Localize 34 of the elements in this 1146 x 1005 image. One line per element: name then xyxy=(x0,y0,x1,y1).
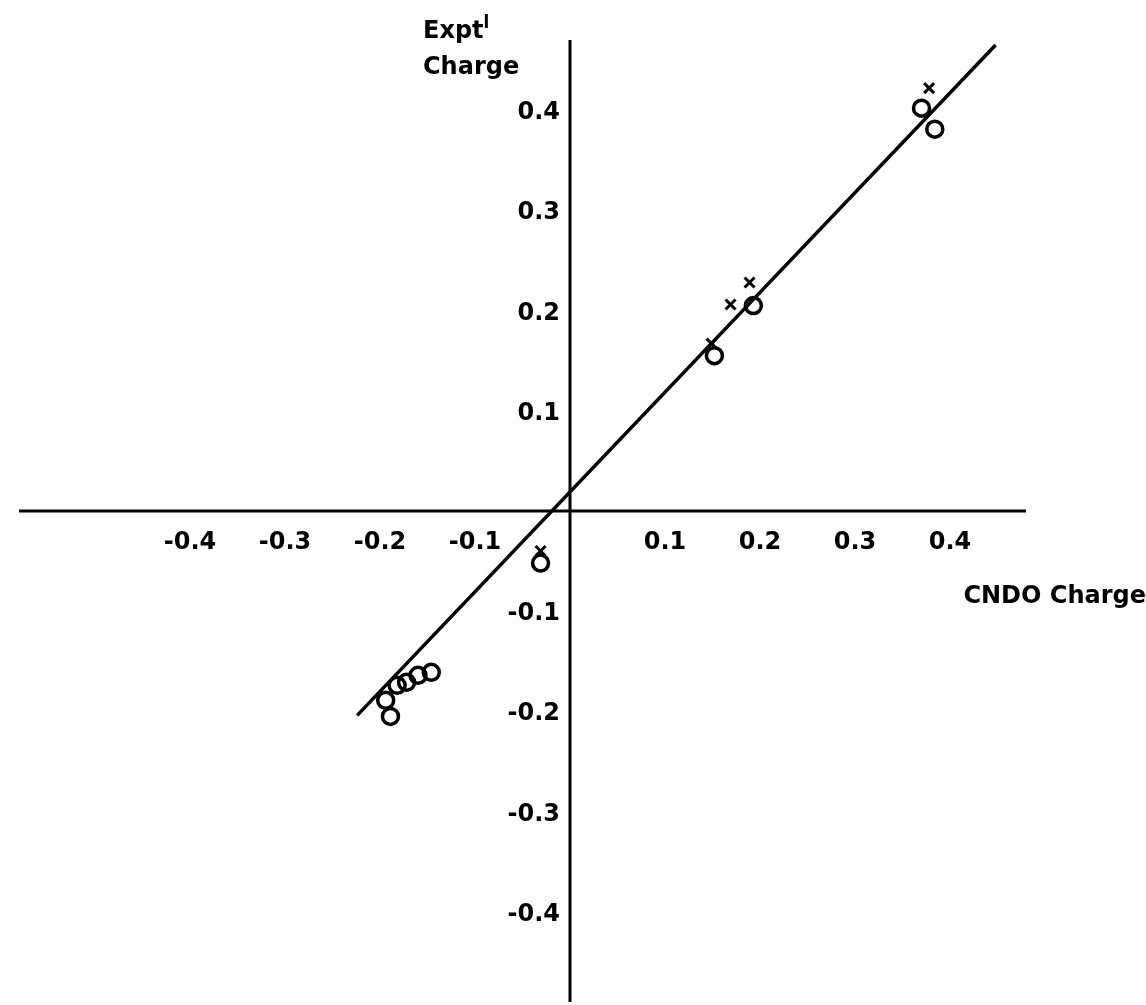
point xyxy=(530,553,551,573)
x-tick-label: -0.3 xyxy=(258,526,312,555)
x-tick-label: -0.4 xyxy=(163,526,217,555)
x-tick-label: 0.3 xyxy=(833,526,877,555)
point xyxy=(922,81,936,95)
point xyxy=(925,119,945,139)
point xyxy=(387,675,407,696)
x-tick-label: 0.1 xyxy=(643,526,687,555)
y-tick-label: 0.4 xyxy=(517,97,560,126)
y-tick-label: 0.1 xyxy=(517,397,560,426)
point xyxy=(375,690,396,711)
x-axis-title: CNDO Charge xyxy=(963,580,1146,609)
point xyxy=(421,662,442,683)
y-tick-label: -0.2 xyxy=(507,698,560,727)
y-axis-title: Expt$^{l}$ Charge xyxy=(423,12,520,80)
x-tick-label: 0.2 xyxy=(738,526,782,555)
point xyxy=(724,298,738,312)
point xyxy=(396,672,417,693)
y-tick-label: -0.3 xyxy=(507,798,560,827)
point xyxy=(380,706,401,727)
y-tick-label: 0.3 xyxy=(517,197,560,226)
point xyxy=(705,337,719,351)
x-tick-label: -0.1 xyxy=(448,526,502,555)
x-tick-label: 0.4 xyxy=(928,526,972,555)
point xyxy=(408,665,428,686)
x-tick-label: -0.2 xyxy=(353,526,407,555)
point xyxy=(743,295,764,316)
y-tick-label: 0.2 xyxy=(517,297,560,326)
point xyxy=(704,345,725,366)
y-tick-label: -0.1 xyxy=(507,598,560,627)
y-tick-label: -0.4 xyxy=(507,898,560,927)
point xyxy=(534,544,548,558)
point xyxy=(911,98,932,118)
point xyxy=(743,276,757,289)
